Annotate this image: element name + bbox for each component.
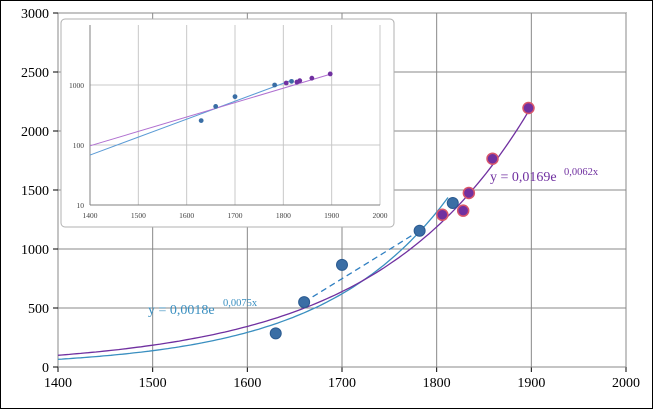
y-tick-label: 3000 — [21, 7, 49, 22]
data-point-blue — [269, 327, 282, 340]
inset-y-tick-label: 100 — [73, 141, 85, 150]
inset-point-purple — [327, 71, 333, 77]
inset-point-blue — [232, 94, 238, 100]
trendline-2 — [57, 112, 529, 356]
inset-x-tick-label: 1700 — [228, 211, 243, 220]
y-tick-label: 0 — [42, 361, 49, 376]
inset-x-tick-label: 2000 — [373, 211, 388, 220]
x-tick-label: 1800 — [423, 376, 451, 391]
y-tick-label: 2000 — [21, 125, 49, 140]
inset-plot: 1400 1500 1600 1700 1800 1900 2000 10 100 1000 — [60, 18, 395, 228]
inset-point-blue — [198, 118, 204, 124]
inset-x-tick-label: 1500 — [131, 211, 146, 220]
inset-frame — [60, 18, 395, 228]
data-point-blue — [298, 296, 311, 309]
equation-exponent-1: 0,0075x — [223, 298, 258, 309]
data-point-blue — [413, 224, 426, 237]
x-tick-label: 1900 — [517, 376, 545, 391]
inset-y-tick-label: 1000 — [69, 81, 84, 90]
y-tick-label: 1000 — [21, 243, 49, 258]
inset-point-blue — [289, 78, 294, 84]
x-tick-label: 1600 — [233, 376, 261, 391]
data-point-purple — [462, 186, 476, 200]
y-tick-label: 1500 — [21, 184, 49, 199]
data-point-blue — [446, 196, 459, 209]
x-tick-label: 2000 — [612, 376, 640, 391]
data-point-purple — [522, 101, 535, 115]
equation-label-1: y = 0,0018e — [148, 303, 215, 318]
data-point-purple — [456, 204, 470, 217]
x-tick-label: 1400 — [44, 376, 72, 391]
data-point-purple — [436, 208, 449, 222]
equation-label-2: y = 0,0169e — [490, 170, 557, 185]
inset-trendline-2 — [89, 73, 331, 147]
inset-point-purple — [309, 75, 315, 81]
inset-point-purple — [283, 80, 289, 86]
inset-x-tick-label: 1600 — [179, 211, 194, 220]
inset-x-tick-label: 1900 — [324, 211, 339, 220]
inset-y-tick-label: 10 — [77, 201, 85, 210]
dashed-connector — [303, 230, 420, 303]
inset-point-purple — [297, 78, 303, 84]
y-tick-label: 500 — [28, 302, 49, 317]
inset-trendline-1 — [89, 79, 292, 156]
data-point-blue — [336, 258, 348, 271]
inset-point-blue — [272, 82, 278, 88]
data-point-purple — [486, 152, 499, 165]
equation-exponent-2: 0,0062x — [564, 167, 599, 178]
inset-x-tick-label: 1400 — [83, 211, 98, 220]
inset-point-blue — [213, 103, 219, 109]
x-tick-label: 1700 — [328, 376, 356, 391]
trendline-1 — [57, 197, 449, 360]
y-tick-label: 2500 — [21, 66, 49, 81]
x-tick-label: 1500 — [139, 376, 167, 391]
inset-x-tick-label: 1800 — [276, 211, 291, 220]
